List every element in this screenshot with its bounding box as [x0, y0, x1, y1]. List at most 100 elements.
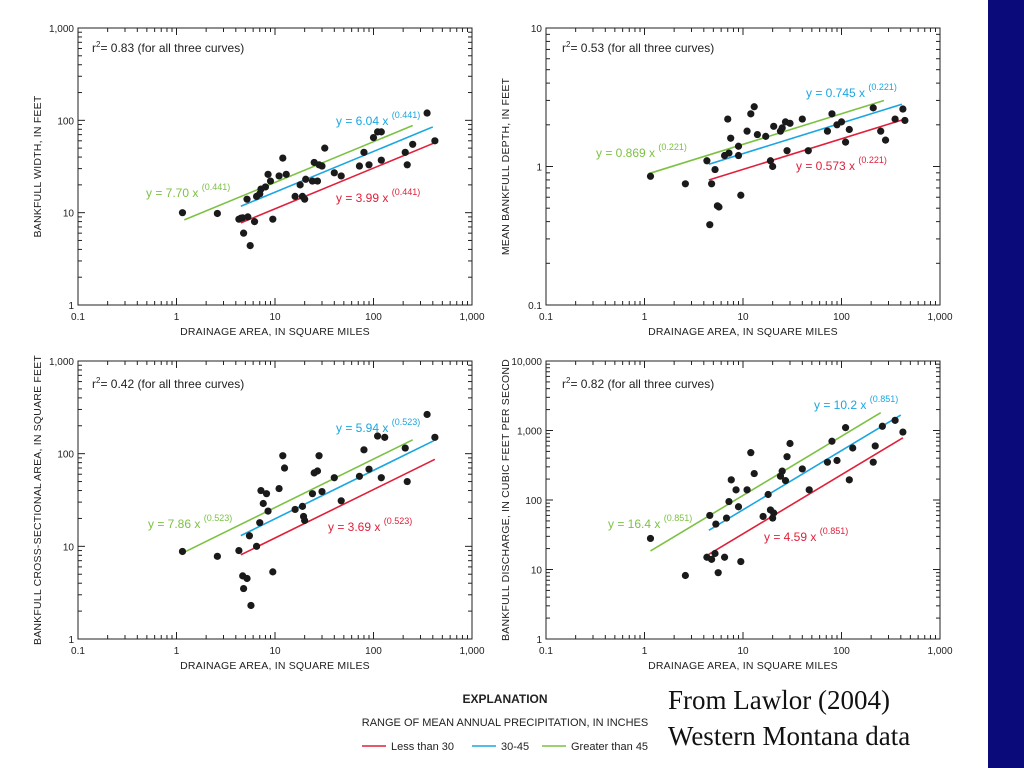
data-point: [235, 546, 243, 555]
y-axis-label: BANKFULL DISCHARGE, IN CUBIC FEET PER SE…: [500, 359, 512, 641]
x-tick-label: 1,000: [927, 646, 952, 657]
data-point: [703, 157, 711, 165]
data-point: [899, 428, 907, 436]
regression-line-less-than-30: [708, 437, 904, 556]
data-point: [711, 549, 719, 558]
data-point: [781, 477, 790, 485]
equation-text: y = 7.70 x: [146, 186, 202, 200]
data-point: [778, 124, 786, 132]
data-point: [849, 444, 857, 452]
data-point: [256, 519, 264, 527]
regression-line-less-than-30: [240, 458, 436, 556]
data-point: [706, 221, 714, 229]
equation-exponent: (0.851): [870, 394, 899, 404]
data-point: [269, 568, 277, 576]
equation-text: y = 0.869 x: [596, 146, 658, 160]
data-point: [355, 472, 364, 480]
data-point: [743, 486, 751, 494]
data-point: [747, 110, 755, 118]
data-point: [318, 162, 326, 170]
x-tick-label: 1,000: [459, 312, 484, 323]
data-point: [828, 437, 836, 445]
data-point: [720, 553, 729, 561]
data-point: [891, 115, 899, 123]
y-tick-label: 100: [57, 116, 74, 127]
x-tick-label: 1: [174, 646, 180, 657]
data-point: [646, 172, 655, 180]
y-tick-label: 10: [531, 566, 543, 577]
data-point: [365, 465, 373, 473]
data-point: [770, 122, 778, 130]
equation-text: y = 6.04 x: [336, 114, 392, 128]
data-point: [245, 532, 254, 540]
data-point: [881, 136, 890, 144]
data-point: [279, 154, 287, 162]
x-tick-label: 1,000: [459, 646, 484, 657]
data-point: [431, 433, 439, 441]
data-point: [275, 172, 283, 180]
data-point: [298, 502, 307, 510]
data-point: [315, 452, 323, 460]
data-point: [269, 215, 277, 223]
data-point: [377, 474, 385, 482]
data-point: [762, 132, 770, 140]
caption-line-1: From Lawlor (2004): [668, 685, 890, 715]
r-squared-symbol: r: [92, 41, 96, 55]
equation-text: y = 10.2 x: [814, 398, 870, 412]
chart-panel-2: 0.1 1 10 100 1,000 0.1 1 10 DRAINAGE AREA, IN SQ…: [500, 24, 953, 338]
plot-frame: [545, 27, 941, 306]
data-point: [878, 422, 886, 430]
data-point: [264, 170, 272, 178]
data-point: [764, 490, 772, 499]
legend-label-greater-than-45: Greater than 45: [571, 741, 648, 753]
y-tick-label: 1: [536, 635, 542, 646]
legend: EXPLANATION RANGE OF MEAN ANNUAL PRECIPI…: [362, 692, 648, 753]
data-point: [308, 490, 317, 498]
r-squared-text: = 0.42 (for all three curves): [100, 377, 244, 391]
data-point: [243, 195, 251, 203]
equation-text: y = 0.573 x: [796, 159, 858, 173]
data-point: [891, 416, 899, 424]
data-point: [409, 140, 417, 148]
data-point: [403, 161, 411, 169]
y-tick-label: 10: [63, 209, 75, 220]
data-point: [743, 127, 751, 135]
data-point: [646, 534, 655, 543]
r-squared-symbol: r: [562, 41, 566, 55]
figure-page: EXPLANATION RANGE OF MEAN ANNUAL PRECIPI…: [0, 0, 988, 768]
data-point: [732, 486, 740, 494]
x-axis-label: DRAINAGE AREA, IN SQUARE MILES: [180, 660, 370, 672]
equation-exponent: (0.851): [820, 526, 849, 536]
equation-text: y = 5.94 x: [336, 421, 392, 435]
data-point: [901, 116, 909, 125]
equation-text: y = 4.59 x: [764, 530, 820, 544]
x-tick-label: 10: [269, 312, 281, 323]
data-point: [750, 103, 758, 111]
data-point: [377, 156, 385, 164]
data-point: [725, 497, 733, 506]
data-point: [722, 514, 731, 522]
data-point: [833, 456, 841, 465]
y-axis-label: BANKFULL WIDTH, IN FEET: [32, 95, 44, 237]
equation-label-greater-than-45: y = 7.86 x (0.523): [148, 513, 232, 531]
data-point: [759, 512, 767, 521]
data-point: [823, 458, 832, 466]
y-tick-label: 1,000: [49, 24, 74, 35]
chart-panel-4: 0.1 1 10 100 1,0001101001,00010,000DRAINAGE …: [500, 357, 953, 672]
r-squared-text: = 0.83 (for all three curves): [100, 41, 244, 55]
equation-exponent: (0.441): [392, 187, 421, 197]
data-point: [804, 147, 812, 155]
equation-exponent: (0.221): [858, 155, 887, 165]
legend-subheading: RANGE OF MEAN ANNUAL PRECIPITATION, IN I…: [362, 717, 648, 729]
data-point: [805, 486, 813, 494]
x-axis-label: DRAINAGE AREA, IN SQUARE MILES: [648, 660, 838, 672]
equation-label-greater-than-45: y = 0.869 x (0.221): [596, 142, 687, 160]
y-tick-label: 10: [63, 542, 75, 553]
caption: From Lawlor (2004) Western Montana data: [668, 682, 988, 754]
data-point: [266, 177, 275, 185]
data-point: [213, 552, 221, 560]
data-point: [837, 118, 846, 126]
figure-canvas: EXPLANATION RANGE OF MEAN ANNUAL PRECIPI…: [32, 24, 953, 753]
data-point: [247, 601, 255, 610]
